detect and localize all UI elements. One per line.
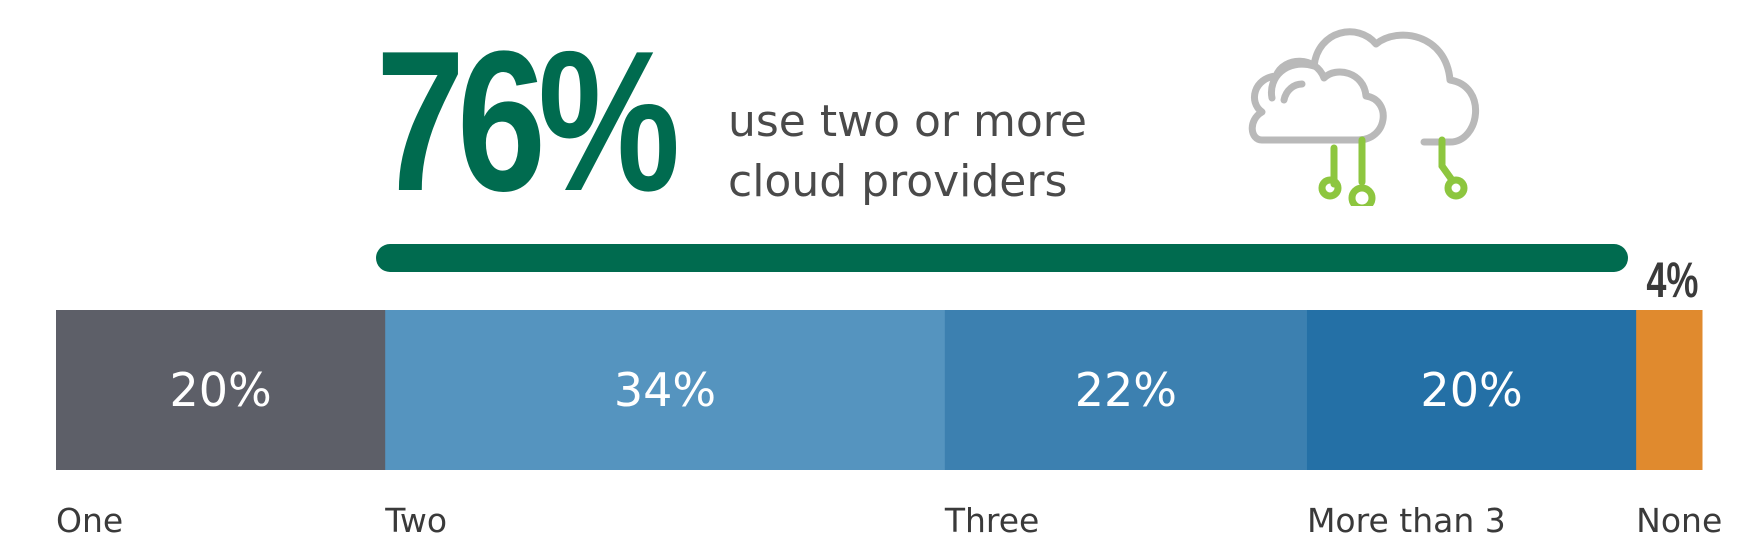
segment-value-label: 34% (614, 363, 716, 417)
stacked-bar-chart: 20% One 34% Two 22% Three 20% More than 3 None (56, 310, 1722, 538)
category-label: Two (384, 501, 447, 538)
bar-segment-more-than-3 (1306, 310, 1637, 470)
category-label: Three (944, 501, 1040, 538)
category-label: More than 3 (1307, 501, 1506, 538)
category-label: None (1636, 501, 1722, 538)
headline-caption: use two or more cloud providers (728, 92, 1148, 212)
segment-value-label: 20% (1420, 363, 1522, 417)
cloud-outline (1248, 28, 1479, 146)
headline-caption-line-1: use two or more (728, 96, 1087, 147)
none-percentage-label: 4% (1646, 252, 1699, 308)
circuit-lines (1318, 136, 1468, 206)
bar-segment-two (385, 310, 946, 470)
segment-value-label: 20% (169, 363, 271, 417)
multi-cloud-bracket (376, 244, 1628, 272)
headline-percentage: 76% (376, 10, 680, 233)
segment-value-label: 22% (1075, 363, 1177, 417)
bar-segment-none (1636, 310, 1703, 470)
headline-caption-line-2: cloud providers (728, 156, 1068, 207)
bar-segment-three (944, 310, 1308, 470)
bar-segment-one (56, 310, 386, 470)
category-label: One (56, 501, 123, 538)
cloud-network-icon (1248, 28, 1479, 206)
